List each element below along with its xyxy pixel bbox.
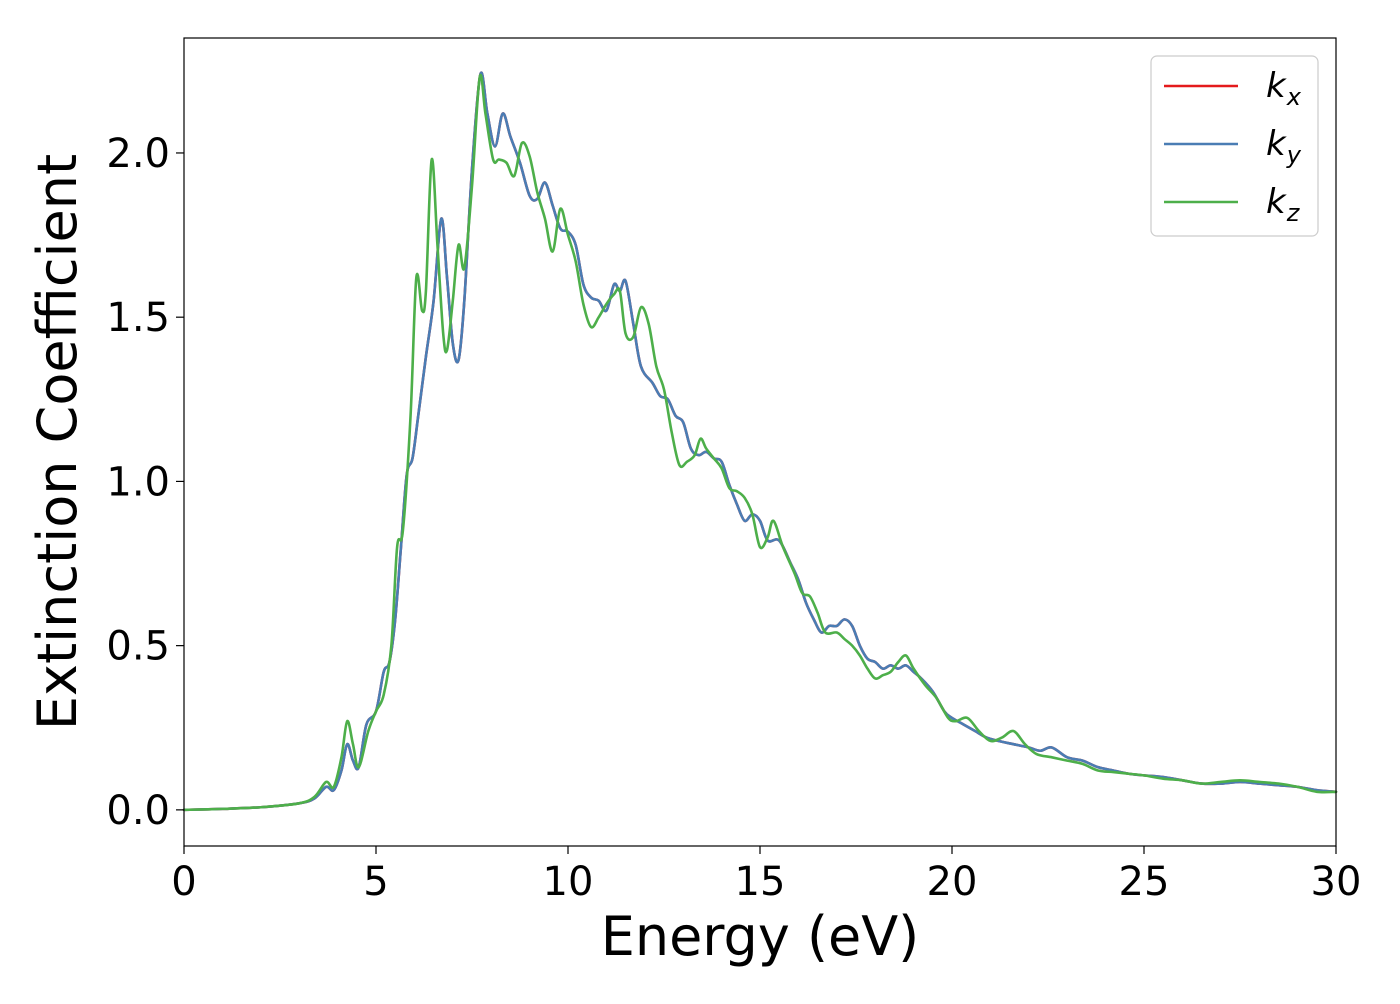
x-tick-label: 20 — [927, 859, 978, 905]
y-tick-label: 1.5 — [106, 295, 170, 341]
legend-label-x: kx — [1266, 66, 1302, 111]
x-tick-label: 5 — [363, 859, 388, 905]
legend-label-z: kz — [1266, 182, 1301, 227]
legend: kx ky kz — [1150, 55, 1319, 237]
x-tick-label: 0 — [171, 859, 196, 905]
x-tick-label: 15 — [735, 859, 786, 905]
x-tick-label: 30 — [1311, 859, 1362, 905]
x-axis-label: Energy (eV) — [601, 905, 920, 968]
series-line-y — [182, 71, 1338, 812]
series-layer — [182, 71, 1338, 812]
y-tick-label: 1.0 — [106, 459, 170, 505]
series-line-z — [182, 73, 1338, 812]
x-tick-label: 25 — [1119, 859, 1170, 905]
y-axis: 0.0 0.5 1.0 1.5 2.0 — [106, 131, 184, 834]
legend-label-y: ky — [1266, 124, 1302, 169]
y-axis-label: Extinction Coefficient — [26, 154, 89, 730]
y-tick-label: 2.0 — [106, 131, 170, 177]
x-axis: 0 5 10 15 20 25 30 — [171, 846, 1361, 905]
x-tick-label: 10 — [543, 859, 594, 905]
y-tick-label: 0.0 — [106, 788, 170, 834]
y-tick-label: 0.5 — [106, 624, 170, 670]
legend-frame — [1150, 55, 1319, 237]
